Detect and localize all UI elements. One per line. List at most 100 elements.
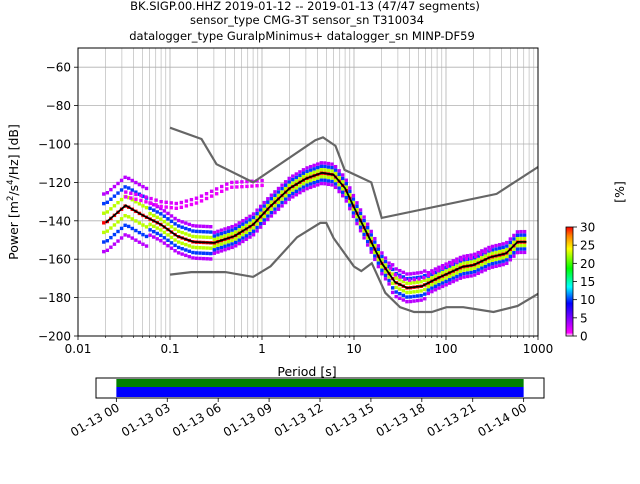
density-cell-805 (512, 254, 516, 258)
density-cell-907 (474, 254, 478, 259)
density-cell-477 (344, 195, 348, 200)
density-cell-534 (373, 250, 377, 255)
x-tick-label-2: 1 (258, 342, 266, 356)
density-cell-708 (462, 271, 466, 276)
density-cell-527 (369, 243, 373, 247)
density-cell-593 (401, 275, 406, 279)
density-cell-278 (241, 222, 245, 226)
density-cell-890 (393, 273, 398, 277)
density-cell-852 (169, 205, 173, 210)
density-cell-243 (223, 230, 227, 235)
density-cell-26 (112, 194, 117, 198)
density-cell-665 (440, 284, 445, 289)
density-cell-478 (344, 192, 348, 196)
density-cell-502 (355, 204, 359, 208)
density-cell-130 (166, 222, 170, 226)
density-cell-362 (283, 183, 288, 187)
density-cell-771 (494, 261, 498, 265)
density-cell-72 (137, 221, 142, 225)
density-cell-163 (184, 242, 188, 247)
density-cell-706 (458, 255, 463, 260)
x-tick-label-4: 100 (435, 342, 458, 356)
density-cell-657 (433, 267, 438, 271)
density-cell-529 (369, 236, 373, 241)
y-tick-label-1: −180 (38, 291, 71, 305)
density-cell-763 (490, 265, 495, 269)
density-cell-767 (490, 251, 495, 256)
density-cell-148 (176, 245, 181, 250)
density-cell-746 (480, 256, 484, 260)
density-cell-401 (305, 180, 309, 184)
density-cell-894 (412, 277, 417, 282)
density-cell-687 (451, 276, 455, 280)
density-cell-373 (291, 188, 295, 192)
density-cell-22 (112, 232, 117, 237)
density-cell-399 (305, 186, 309, 191)
density-cell-645 (430, 286, 434, 290)
density-cell-19 (109, 197, 113, 201)
density-cell-891 (398, 275, 402, 279)
density-cell-471 (341, 187, 345, 191)
density-cell-595 (405, 299, 409, 304)
density-cell-769 (490, 244, 495, 249)
density-cell-422 (316, 176, 320, 180)
density-cell-782 (497, 246, 502, 250)
density-cell-174 (187, 222, 192, 227)
density-cell-29 (116, 229, 120, 234)
density-cell-892 (403, 277, 407, 281)
density-cell-562 (387, 275, 391, 279)
density-cell-832 (522, 229, 527, 234)
density-cell-438 (323, 168, 327, 172)
density-cell-425 (316, 165, 320, 170)
density-cell-879 (240, 180, 244, 184)
density-cell-720 (465, 254, 470, 258)
density-cell-684 (448, 264, 452, 268)
density-cell-611 (412, 290, 416, 294)
density-cell-134 (169, 241, 174, 245)
density-cell-296 (251, 226, 256, 230)
density-cell-646 (430, 282, 434, 287)
plot-background (78, 48, 538, 336)
density-cell-778 (497, 260, 502, 264)
density-cell-324 (266, 210, 270, 215)
density-cell-292 (248, 218, 252, 222)
colorbar: 0 5 10 15 20 25 30 [%] (565, 181, 627, 344)
density-cell-481 (344, 181, 348, 186)
density-cell-576 (394, 285, 398, 290)
density-cell-874 (225, 187, 229, 191)
density-cell-548 (380, 265, 384, 269)
density-cell-128 (166, 233, 170, 237)
density-cell-525 (369, 250, 373, 254)
density-cell-277 (241, 225, 245, 230)
density-cell-83 (141, 184, 145, 189)
density-cell-335 (269, 193, 274, 197)
density-cell-447 (326, 161, 331, 166)
density-cell-648 (430, 276, 434, 280)
y-tick-label-3: −140 (38, 214, 71, 228)
density-cell-828 (522, 243, 527, 248)
density-cell-271 (237, 224, 241, 229)
density-cell-850 (164, 205, 168, 209)
y-axis-label: Power [m2/s4/Hz] [dB] (6, 124, 21, 260)
density-cell-406 (308, 185, 313, 190)
density-cell-232 (219, 245, 224, 250)
density-cell-536 (373, 243, 377, 248)
density-cell-844 (149, 201, 153, 206)
density-cell-77 (141, 242, 145, 246)
density-cell-554 (383, 273, 388, 278)
density-cell-79 (141, 223, 145, 227)
density-cell-435 (323, 178, 327, 182)
density-cell-142 (173, 238, 177, 242)
density-cell-445 (326, 168, 331, 173)
density-cell-830 (522, 236, 527, 241)
density-cell-12 (105, 200, 110, 205)
density-cell-186 (194, 235, 199, 239)
density-cell-866 (204, 196, 209, 201)
density-cell-449 (330, 179, 334, 184)
density-cell-827 (522, 247, 527, 251)
density-cell-378 (294, 193, 299, 197)
density-cell-67 (134, 200, 138, 204)
timeline-tick-label-4: 01-13 12 (272, 400, 326, 439)
density-cell-212 (209, 246, 213, 250)
density-cell-68 (134, 190, 138, 194)
